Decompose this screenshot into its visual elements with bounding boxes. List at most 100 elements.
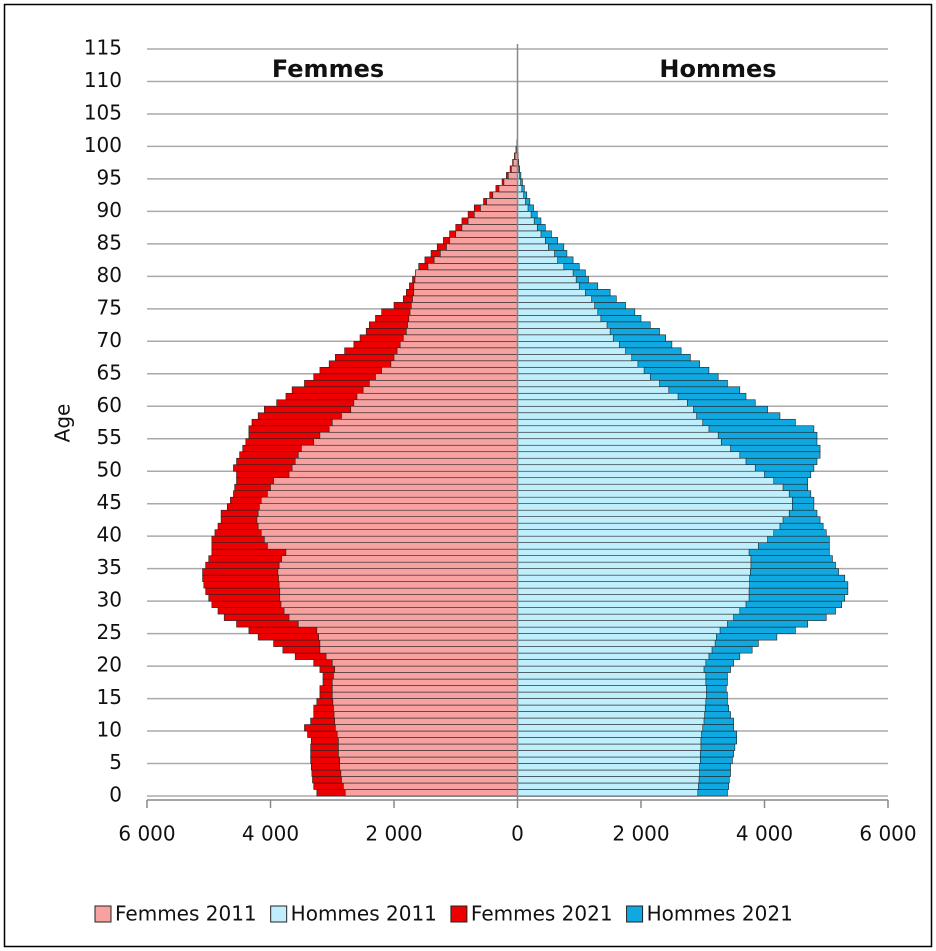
bar [473,211,518,219]
bar [517,289,586,297]
bar [319,639,518,647]
bar [343,782,518,790]
y-tick-label: 105 [84,100,122,124]
legend-label: Hommes 2021 [647,902,793,926]
bar [517,237,546,245]
bar [486,198,518,206]
bar [270,483,518,492]
x-tick-label: 6 000 [859,822,916,846]
bar [517,704,706,712]
bar [517,691,707,699]
bar [467,217,518,225]
bar [331,685,518,693]
bar [328,425,518,433]
bar [517,198,526,206]
bar [260,529,518,537]
bar [280,600,518,608]
legend-swatch [94,905,112,923]
bar [517,392,679,401]
bar [340,769,518,777]
bar [517,548,750,556]
bar [517,379,660,388]
bar [517,672,707,680]
bar [517,613,734,621]
bar [517,542,759,550]
x-tick-label: 4 000 [736,822,793,846]
legend-label: Femmes 2011 [115,902,257,926]
bar [517,451,741,459]
bar [517,405,694,414]
bar [257,522,518,530]
bar [279,594,518,602]
bar [339,756,518,764]
bar [517,276,577,284]
bar [517,256,558,264]
y-tick-label: 115 [84,36,122,60]
bar [408,315,518,323]
bar [517,782,699,790]
bar [288,470,518,479]
bar [517,711,705,719]
bar [338,743,518,751]
bar [517,295,592,303]
bar [362,386,518,394]
y-tick-label: 5 [109,750,122,774]
y-tick-label: 85 [97,230,122,254]
bar [356,392,518,401]
bar [313,438,518,446]
bar [409,308,518,316]
bar [517,366,645,375]
y-tick-label: 40 [97,523,122,547]
y-tick-label: 70 [97,328,122,352]
bar [517,269,574,277]
bar [331,418,518,427]
bar [331,691,518,699]
bar [517,302,595,310]
bar [332,698,518,706]
bar [336,730,518,738]
bar [517,496,793,504]
bar [517,425,710,433]
bar [264,535,518,543]
y-axis-label: Age [51,404,75,443]
bar [517,509,790,517]
bar [297,620,518,628]
bar [517,633,717,641]
legend-swatch [450,905,468,923]
bar [511,165,518,173]
bar [415,269,518,277]
bar [278,574,518,582]
bar [517,360,639,368]
y-tick-label: 50 [97,458,122,482]
bar [517,341,620,349]
bar [331,678,518,686]
bar [517,730,702,738]
bar [517,308,599,316]
y-tick-label: 15 [97,685,122,709]
bar [334,665,518,673]
y-tick-label: 25 [97,620,122,644]
bar [283,607,518,615]
bar [517,282,580,290]
bar [517,750,701,758]
bar [402,334,518,342]
y-tick-label: 80 [97,263,122,287]
legend-label: Hommes 2011 [291,902,437,926]
legend-label: Femmes 2021 [471,902,613,926]
y-tick-label: 45 [97,490,122,514]
bar [256,516,518,524]
bar [375,373,518,381]
panel-title: Femmes [272,55,384,83]
bar [517,607,741,615]
bar [517,594,750,602]
legend-swatch [270,905,288,923]
bar [517,652,710,660]
bar [517,717,705,725]
bar [294,457,518,466]
bar [517,477,775,485]
bar [449,237,518,245]
bar [344,789,518,797]
bar [414,276,518,284]
bar [517,321,608,329]
